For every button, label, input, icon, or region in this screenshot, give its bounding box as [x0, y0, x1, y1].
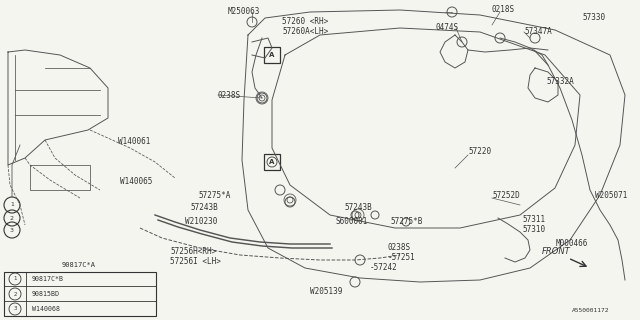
Text: W140068: W140068 — [32, 306, 60, 312]
Text: 90817C*A: 90817C*A — [62, 262, 96, 268]
Text: M000466: M000466 — [556, 239, 588, 249]
Text: 57252D: 57252D — [492, 190, 520, 199]
Text: 57243B: 57243B — [190, 204, 218, 212]
Text: 0238S: 0238S — [218, 91, 241, 100]
Text: 3: 3 — [10, 228, 14, 233]
Text: 57220: 57220 — [468, 148, 491, 156]
Text: 2: 2 — [10, 215, 14, 220]
Text: 57330: 57330 — [582, 13, 605, 22]
Text: 57275*A: 57275*A — [198, 191, 230, 201]
Text: 3: 3 — [13, 307, 17, 311]
Text: 57347A: 57347A — [524, 28, 552, 36]
Text: 57260 <RH>: 57260 <RH> — [282, 18, 328, 27]
Text: S600001: S600001 — [336, 218, 369, 227]
Text: 57243B: 57243B — [344, 204, 372, 212]
Text: W140065: W140065 — [120, 178, 152, 187]
Text: 57332A: 57332A — [546, 77, 573, 86]
Text: 57275*B: 57275*B — [390, 218, 422, 227]
Text: 57311: 57311 — [522, 215, 545, 225]
Text: M250063: M250063 — [228, 7, 260, 17]
Text: 0474S: 0474S — [436, 23, 459, 33]
Text: 0218S: 0218S — [492, 5, 515, 14]
Text: 0238S: 0238S — [388, 244, 411, 252]
Text: A: A — [269, 52, 275, 58]
Text: 57260A<LH>: 57260A<LH> — [282, 28, 328, 36]
Text: W205071: W205071 — [595, 191, 627, 201]
Text: -57242: -57242 — [370, 263, 397, 273]
Text: -57251: -57251 — [388, 253, 416, 262]
Text: W205139: W205139 — [310, 287, 342, 297]
Text: W140061: W140061 — [118, 138, 150, 147]
Text: 2: 2 — [13, 292, 17, 297]
Text: 1: 1 — [10, 203, 14, 207]
Text: 57256I <LH>: 57256I <LH> — [170, 258, 221, 267]
Text: 1: 1 — [13, 276, 17, 282]
Text: A550001172: A550001172 — [572, 308, 609, 313]
Text: 57256H<RH>: 57256H<RH> — [170, 247, 216, 257]
Text: 90815BD: 90815BD — [32, 291, 60, 297]
Text: 57310: 57310 — [522, 226, 545, 235]
Text: FRONT: FRONT — [542, 247, 571, 257]
Text: A: A — [269, 159, 275, 165]
Text: 90817C*B: 90817C*B — [32, 276, 64, 282]
Text: W210230: W210230 — [185, 218, 218, 227]
